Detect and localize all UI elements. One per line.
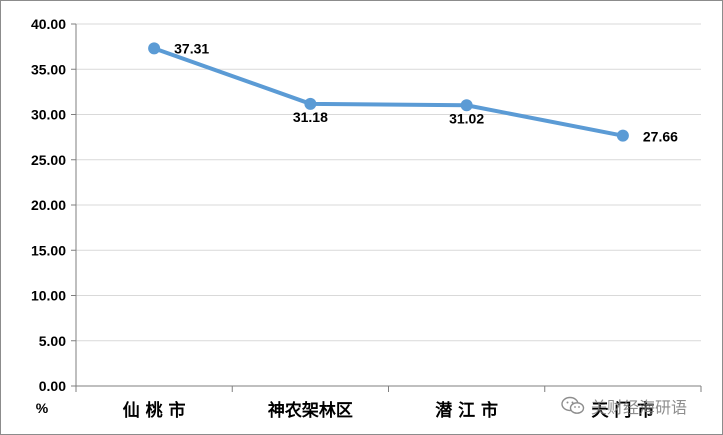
y-tick-label: 40.00 (31, 16, 66, 32)
data-point (460, 99, 473, 112)
data-point (148, 42, 161, 55)
watermark: 美财经海研语 (561, 394, 687, 418)
x-tick-label: 神农架林区 (268, 400, 353, 421)
y-tick-label: 0.00 (39, 378, 66, 394)
y-tick-label: 10.00 (31, 288, 66, 304)
data-label: 31.02 (449, 110, 484, 126)
data-label: 31.18 (293, 109, 328, 125)
y-tick-label: 30.00 (31, 107, 66, 123)
y-axis-unit-label: % (36, 400, 49, 416)
gridlines (76, 23, 701, 342)
data-point (304, 97, 317, 110)
series-line (152, 46, 625, 138)
series (148, 42, 629, 142)
data-label: 37.31 (174, 40, 209, 56)
data-label: 27.66 (643, 129, 678, 145)
data-labels: 37.31 31.18 31.02 27.66 (174, 40, 678, 144)
wechat-icon (561, 396, 585, 414)
y-tick-labels: 0.00 5.00 10.00 15.00 20.00 25.00 30.00 35.00 40… (31, 16, 66, 394)
y-tick-label: 5.00 (39, 333, 66, 349)
y-tick-label: 15.00 (31, 242, 66, 258)
x-tick-label: 仙 桃 市 (123, 400, 186, 421)
x-tick-labels: 仙 桃 市 神农架林区 潜 江 市 天 门 市 (123, 400, 655, 421)
y-tick-label: 25.00 (31, 152, 66, 168)
x-tick-label: 潜 江 市 (435, 400, 498, 421)
y-tick-label: 20.00 (31, 197, 66, 213)
watermark-text: 美财经海研语 (591, 398, 688, 417)
data-point (616, 129, 629, 142)
axes (71, 23, 702, 392)
y-tick-label: 35.00 (31, 61, 66, 77)
x-tick-label: 天 门 市 (591, 400, 654, 421)
